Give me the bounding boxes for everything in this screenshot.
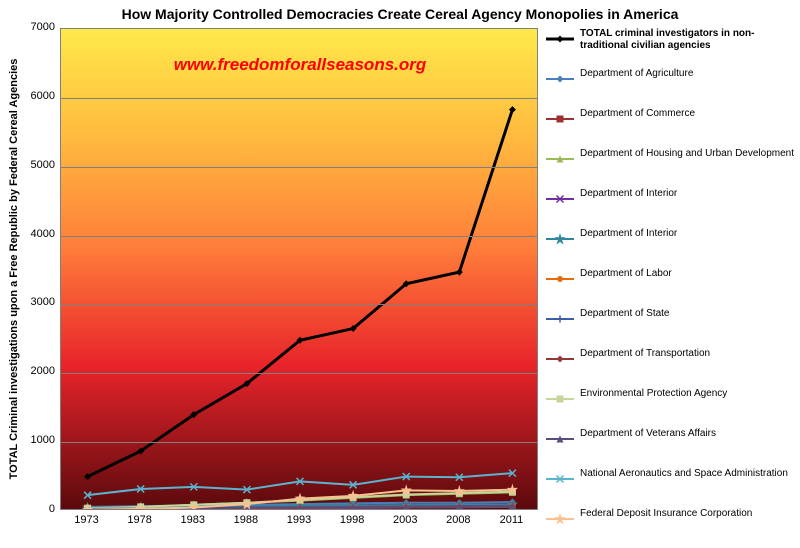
legend-swatch [546, 153, 574, 165]
legend-swatch [546, 233, 574, 245]
x-tick-label: 2008 [438, 514, 478, 526]
y-tick-label: 3000 [20, 296, 55, 308]
legend-item: Department of Commerce [546, 108, 796, 146]
series-line [88, 110, 513, 477]
legend-item: Department of Veterans Affairs [546, 428, 796, 466]
legend-label: National Aeronautics and Space Administr… [580, 468, 794, 480]
chart-lines [61, 29, 538, 510]
legend-label: Department of Agriculture [580, 68, 794, 80]
x-tick-label: 2011 [491, 514, 531, 526]
legend-label: Environmental Protection Agency [580, 388, 794, 400]
y-tick-label: 1000 [20, 434, 55, 446]
legend-item: Department of Transportation [546, 348, 796, 386]
legend-item: Department of Interior [546, 188, 796, 226]
gridline [61, 167, 537, 168]
legend-label: Department of State [580, 308, 794, 320]
y-tick-label: 7000 [20, 21, 55, 33]
legend-label: Department of Labor [580, 268, 794, 280]
chart-title: How Majority Controlled Democracies Crea… [0, 6, 800, 22]
gridline [61, 373, 537, 374]
legend-item: Department of Agriculture [546, 68, 796, 106]
legend-label: Department of Housing and Urban Developm… [580, 148, 794, 160]
x-tick-label: 1993 [279, 514, 319, 526]
y-tick-label: 5000 [20, 159, 55, 171]
series-marker [456, 269, 463, 276]
gridline [61, 98, 537, 99]
legend-swatch [546, 33, 574, 45]
legend-label: Department of Interior [580, 228, 794, 240]
legend-swatch [546, 273, 574, 285]
y-tick-label: 4000 [20, 228, 55, 240]
legend-swatch [546, 433, 574, 445]
legend-label: Department of Transportation [580, 348, 794, 360]
legend-label: Department of Commerce [580, 108, 794, 120]
y-axis-label: TOTAL Criminal investigations upon a Fre… [8, 28, 20, 510]
legend-swatch [546, 73, 574, 85]
legend-item: Department of Housing and Urban Developm… [546, 148, 796, 186]
legend-swatch [546, 113, 574, 125]
legend-item: National Aeronautics and Space Administr… [546, 468, 796, 506]
legend-swatch [546, 353, 574, 365]
y-tick-label: 6000 [20, 90, 55, 102]
legend-label: Federal Deposit Insurance Corporation [580, 508, 794, 520]
series-marker [509, 106, 516, 113]
legend-item: TOTAL criminal investigators in non-trad… [546, 28, 796, 66]
legend-label: TOTAL criminal investigators in non-trad… [580, 28, 794, 51]
legend-item: Federal Deposit Insurance Corporation [546, 508, 796, 546]
legend: TOTAL criminal investigators in non-trad… [546, 28, 796, 548]
x-tick-label: 1973 [67, 514, 107, 526]
x-tick-label: 2003 [385, 514, 425, 526]
x-tick-label: 1983 [173, 514, 213, 526]
y-tick-label: 0 [20, 503, 55, 515]
gridline [61, 304, 537, 305]
gridline [61, 442, 537, 443]
y-tick-label: 2000 [20, 365, 55, 377]
legend-item: Department of State [546, 308, 796, 346]
x-tick-label: 1988 [226, 514, 266, 526]
legend-swatch [546, 193, 574, 205]
plot-area: www.freedomforallseasons.org [60, 28, 538, 510]
legend-item: Environmental Protection Agency [546, 388, 796, 426]
legend-label: Department of Interior [580, 188, 794, 200]
legend-label: Department of Veterans Affairs [580, 428, 794, 440]
legend-swatch [546, 513, 574, 525]
legend-item: Department of Labor [546, 268, 796, 306]
legend-swatch [546, 473, 574, 485]
legend-swatch [546, 393, 574, 405]
legend-item: Department of Interior [546, 228, 796, 266]
x-tick-label: 1998 [332, 514, 372, 526]
legend-swatch [546, 313, 574, 325]
x-tick-label: 1978 [120, 514, 160, 526]
gridline [61, 236, 537, 237]
